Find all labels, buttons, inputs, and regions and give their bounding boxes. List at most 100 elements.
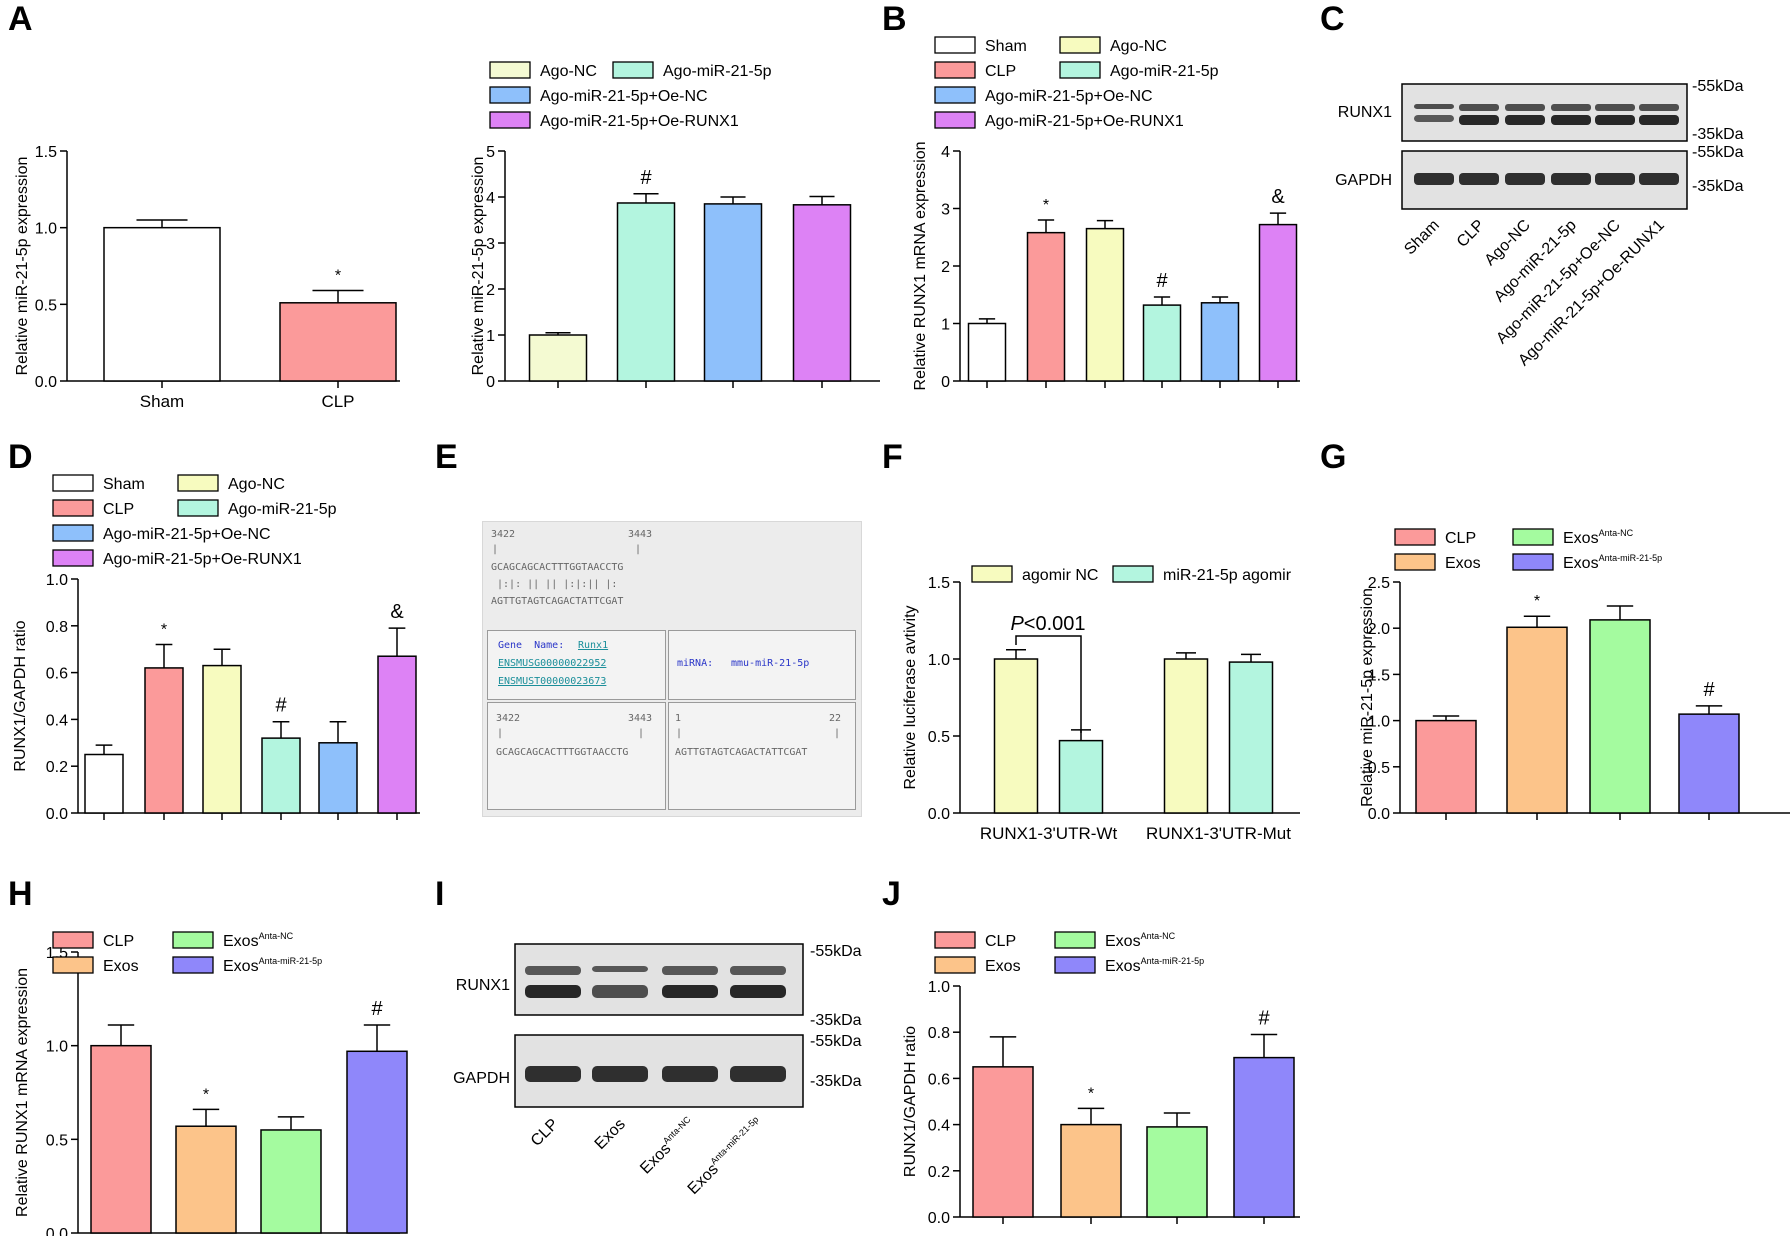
bar [1163, 658, 1209, 814]
y-tick-label: 1.0 [928, 652, 950, 669]
blot-band-lower [1551, 115, 1591, 125]
panel-label-c: C [1320, 0, 1345, 38]
y-tick-label: 5 [486, 144, 495, 161]
legend-swatch [1054, 931, 1096, 949]
ensembl-transcript-link[interactable]: ENSMUST00000023673 [498, 676, 607, 687]
legend-swatch [172, 931, 214, 949]
bar [1146, 1126, 1208, 1218]
bar [144, 667, 184, 814]
legend-swatch [52, 524, 94, 542]
target-site-cell: 3422 3443 | | GCAGCAGCACTTTGGTAACCTG [487, 702, 666, 810]
seq-pos-start: 3422 [491, 529, 516, 540]
marker-label: -35kDa [810, 1073, 862, 1090]
bar [1200, 302, 1240, 382]
y-tick-label: 1.0 [46, 1039, 68, 1056]
y-tick-label: 0.8 [46, 619, 68, 636]
blot-band-lower [1459, 115, 1499, 125]
legend-swatch [934, 931, 976, 949]
x-tick-label: CLP [321, 392, 354, 411]
y-axis-label: Relative miR-21-5p expression [14, 157, 31, 376]
seq-bar: | [834, 728, 841, 739]
gene-name-label: Gene Name: [498, 640, 565, 651]
legend-swatch [1394, 528, 1436, 546]
significance-mark: # [275, 695, 287, 717]
significance-mark: # [371, 998, 383, 1020]
bar [1258, 223, 1298, 382]
panel-label-h: H [8, 875, 33, 913]
panel-label-a: A [8, 0, 33, 38]
bar [346, 1050, 408, 1234]
legend-label: ExosAnta-miR-21-5p [1563, 553, 1662, 572]
significance-mark: * [1043, 197, 1049, 214]
y-tick-label: 0.4 [46, 712, 68, 729]
bar [1589, 619, 1651, 814]
y-tick-label: 4 [486, 190, 495, 207]
significance-mark: # [1703, 679, 1715, 701]
bar [792, 204, 852, 382]
blot-band-gapdh [1505, 173, 1545, 185]
significance-mark: * [335, 268, 341, 285]
legend-swatch [489, 86, 531, 104]
legend-label: Ago-NC [228, 476, 285, 493]
lane-label: Exos [592, 1116, 629, 1153]
seq-target: GCAGCAGCACTTTGGTAACCTG [491, 562, 624, 573]
legend-label: CLP [985, 63, 1016, 80]
mirna-name: mmu-miR-21-5p [731, 658, 810, 669]
legend-label: Sham [985, 38, 1027, 55]
y-axis-label: Relative RUNX1 mRNA expression [912, 142, 929, 391]
p-value-label: P<0.001 [1010, 613, 1085, 635]
y-tick-label: 0.6 [928, 1071, 950, 1088]
seq-mirna: AGTTGTAGTCAGACTATTCGAT [491, 596, 624, 607]
y-tick-label: 0.0 [46, 806, 68, 823]
legend-label: miR-21-5p agomir [1163, 567, 1292, 584]
significance-mark: # [640, 167, 652, 189]
legend-swatch [1394, 553, 1436, 571]
legend-label: Ago-NC [540, 63, 597, 80]
mirna-info-cell: miRNA: mmu-miR-21-5p [668, 630, 856, 700]
bar [84, 753, 124, 814]
legend-label: Ago-miR-21-5p+Oe-RUNX1 [985, 113, 1184, 130]
legend-label: CLP [103, 501, 134, 518]
x-tick-label: Sham [140, 392, 184, 411]
bar [993, 658, 1039, 814]
blot-band-upper [1414, 104, 1454, 109]
legend-swatch [177, 474, 219, 492]
blot-runx1-membrane [1401, 83, 1688, 142]
bar [972, 1066, 1034, 1218]
legend-label: Exos [103, 958, 139, 975]
bar [1085, 227, 1125, 382]
x-tick-label: RUNX1-3'UTR-Wt [980, 824, 1118, 843]
y-tick-label: 1.0 [1368, 714, 1390, 731]
gene-name-link[interactable]: Runx1 [578, 640, 609, 651]
legend-swatch [52, 549, 94, 567]
blot-runx1-membrane [514, 943, 804, 1016]
seq-pairing: |:|: || || |:|:|| |: [491, 579, 624, 590]
mirna-pos-start: 1 [675, 713, 682, 724]
seq-bar: | [635, 544, 642, 555]
y-tick-label: 0.6 [46, 666, 68, 683]
blot-band-upper [1459, 104, 1499, 111]
blot-band-gapdh [662, 1066, 718, 1082]
legend-swatch [52, 956, 94, 974]
ensembl-gene-link[interactable]: ENSMUSG00000022952 [498, 658, 607, 669]
y-tick-label: 2.5 [1368, 575, 1390, 592]
legend-swatch [934, 86, 976, 104]
seq-bar: | [497, 728, 504, 739]
legend-swatch [934, 956, 976, 974]
blot-band-gapdh [525, 1066, 581, 1082]
marker-label: -55kDa [810, 1033, 862, 1050]
significance-mark: * [203, 1086, 209, 1103]
y-tick-label: 0.5 [35, 297, 57, 314]
gene-info-cell: Gene Name: Runx1 ENSMUSG00000022952 ENSM… [487, 630, 666, 700]
panel-label-f: F [882, 438, 903, 476]
bar [1415, 719, 1477, 814]
bar [1678, 713, 1740, 814]
blot-band-upper [1595, 104, 1635, 111]
y-tick-label: 0.0 [1368, 806, 1390, 823]
marker-label: -55kDa [1692, 144, 1744, 161]
legend-label: Ago-miR-21-5p+Oe-RUNX1 [103, 551, 302, 568]
blot-band-lower [1414, 115, 1454, 122]
mirna-site-cell: 1 22 | | AGTTGTAGTCAGACTATTCGAT [668, 702, 856, 810]
panel-label-g: G [1320, 438, 1346, 476]
